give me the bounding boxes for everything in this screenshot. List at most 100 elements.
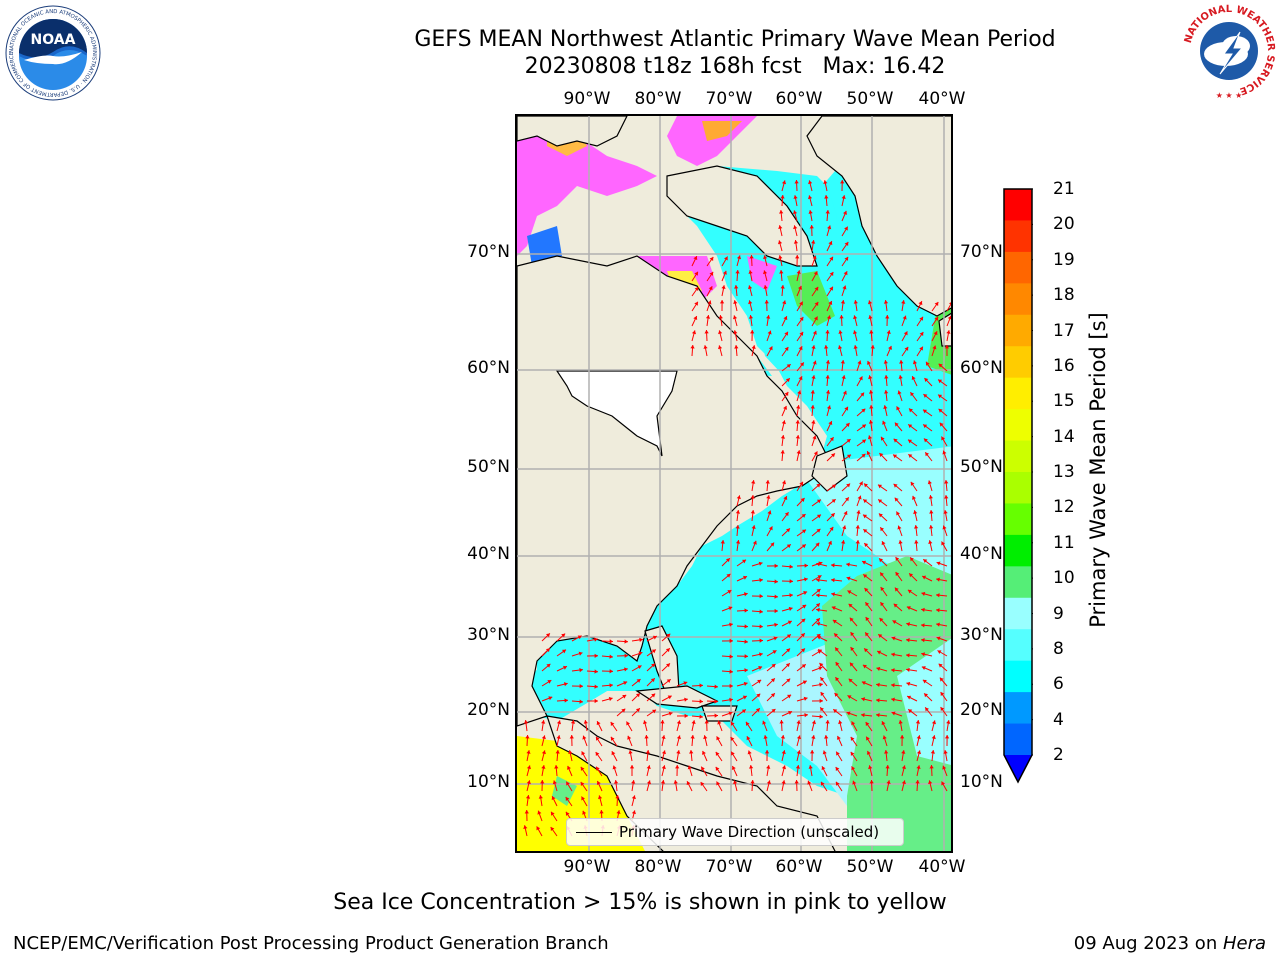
wave-arrow — [841, 285, 847, 297]
wave-arrow — [811, 330, 817, 342]
wave-arrow — [819, 707, 828, 717]
wave-arrow — [646, 663, 656, 672]
wave-arrow — [706, 699, 719, 704]
wave-arrow — [820, 691, 828, 702]
wave-arrow — [931, 301, 939, 312]
wave-arrow — [793, 225, 798, 237]
wave-arrow — [856, 453, 866, 462]
wave-arrow — [811, 483, 821, 492]
wave-arrow — [867, 360, 873, 372]
wave-arrow — [778, 255, 783, 267]
lat-tick-left: 20°N — [467, 700, 510, 720]
wave-arrow — [611, 751, 618, 762]
wave-arrow — [631, 780, 636, 792]
wave-arrow — [721, 270, 727, 282]
wave-arrow — [541, 750, 546, 762]
wave-arrow — [766, 650, 777, 657]
wave-arrow — [616, 653, 629, 658]
wave-arrow — [764, 299, 769, 312]
wave-arrow — [750, 329, 755, 342]
wave-arrow — [796, 346, 803, 357]
wave-arrow — [930, 750, 936, 762]
wave-arrow — [661, 695, 672, 702]
wave-arrow — [715, 751, 723, 762]
wave-arrow — [556, 633, 566, 642]
wave-arrow — [899, 360, 904, 372]
wave-arrow — [703, 345, 708, 357]
wave-arrow — [865, 616, 873, 627]
colorbar-segment — [1004, 409, 1032, 442]
noaa-logo: NATIONAL OCEANIC AND ATMOSPHERIC ADMINIS… — [5, 5, 101, 101]
wave-arrow — [869, 329, 874, 342]
wave-arrow — [796, 604, 807, 612]
wave-arrow — [862, 573, 873, 582]
wave-arrow — [779, 210, 784, 222]
wave-arrow — [526, 780, 531, 792]
wave-arrow — [906, 681, 918, 687]
wave-arrow — [816, 577, 828, 583]
wave-arrow — [766, 692, 776, 702]
wave-arrow — [931, 331, 938, 342]
wave-arrow — [795, 419, 800, 432]
wave-arrow — [942, 450, 948, 462]
wave-arrow — [631, 665, 642, 672]
wave-arrow — [899, 734, 905, 747]
wave-arrow — [826, 256, 834, 267]
wave-arrow — [849, 662, 858, 672]
wave-arrow — [811, 499, 822, 507]
wave-arrow — [796, 497, 805, 507]
wave-arrow — [779, 719, 784, 732]
wave-arrow — [906, 667, 918, 673]
wave-arrow — [891, 668, 903, 673]
wave-arrow — [704, 719, 709, 732]
wave-arrow — [526, 750, 531, 762]
wave-arrow — [736, 575, 748, 582]
wave-arrow — [824, 194, 829, 207]
wave-arrow — [896, 511, 903, 522]
wave-arrow — [721, 697, 733, 702]
wave-arrow — [721, 285, 726, 297]
wave-arrow — [571, 651, 583, 657]
wave-arrow — [781, 495, 788, 507]
wave-arrow — [826, 420, 833, 432]
wave-arrow — [879, 526, 888, 537]
wave-arrow — [796, 735, 802, 747]
wave-arrow — [811, 528, 821, 537]
wave-arrow — [676, 735, 681, 747]
wave-arrow — [826, 225, 832, 237]
wave-arrow — [736, 255, 742, 267]
wave-arrow — [808, 765, 813, 777]
wave-arrow — [748, 300, 753, 312]
wave-arrow — [921, 575, 933, 582]
wave-arrow — [811, 575, 822, 582]
wave-arrow — [811, 345, 816, 357]
colorbar-tick-label: 13 — [1053, 462, 1075, 482]
wave-arrow — [944, 480, 949, 492]
wave-arrow — [721, 683, 734, 689]
wave-arrow — [910, 481, 918, 492]
wave-arrow — [541, 632, 551, 642]
wave-arrow — [750, 510, 755, 522]
colorbar-tick-label: 12 — [1053, 497, 1075, 518]
wave-arrow — [815, 593, 828, 598]
wave-arrow — [921, 607, 933, 613]
wave-arrow — [751, 666, 763, 672]
wave-arrow — [863, 542, 873, 552]
wave-arrow — [631, 637, 643, 643]
masked-region — [555, 370, 678, 457]
wave-arrow — [541, 663, 551, 672]
wave-arrow — [936, 577, 948, 582]
wave-arrow — [541, 765, 546, 777]
wave-arrow — [826, 271, 834, 282]
wave-arrow — [901, 346, 909, 357]
svg-text:★ ★ ★: ★ ★ ★ — [1216, 91, 1243, 100]
wave-arrow — [908, 408, 918, 417]
wave-arrow — [751, 609, 764, 614]
wave-arrow — [907, 423, 918, 432]
land-greenland — [806, 116, 951, 317]
wave-arrow — [781, 180, 787, 192]
wave-arrow — [876, 650, 888, 657]
wave-arrow — [661, 678, 672, 687]
wave-arrow — [866, 450, 873, 462]
wave-arrow — [863, 483, 873, 492]
